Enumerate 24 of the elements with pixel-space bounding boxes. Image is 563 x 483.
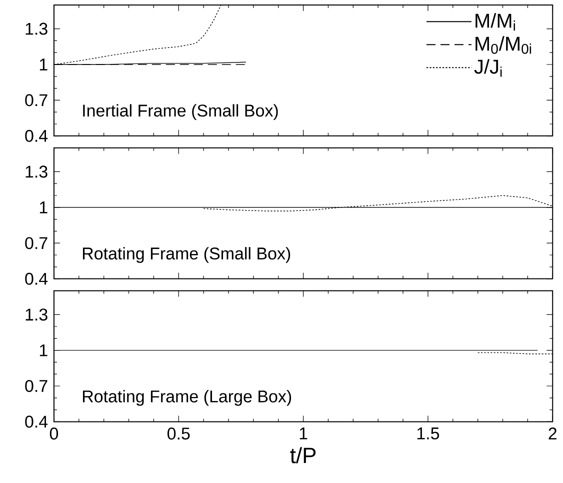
annotation: Rotating Frame (Large Box) [82,390,292,406]
y-tick-label: 1.3 [26,308,48,321]
annotation: Rotating Frame (Small Box) [82,247,290,264]
y-tick-label: 0.7 [25,94,48,106]
y-tick-label: 1.3 [26,166,48,178]
y-tick-label: 1 [40,344,48,356]
x-tick-label: 0.5 [167,428,190,440]
y-tick-label: 0.4 [25,416,48,428]
x-tick-label: 1.5 [417,428,440,440]
y-tick-label: 0.4 [25,130,48,142]
legend-label: J/J$_{i}$ [474,59,502,77]
x-axis-title: t/P [290,447,316,464]
legend-label: M$_{0}$/M$_{0i}$ [476,36,532,54]
y-tick-label: 1 [40,202,48,214]
y-tick-label: 1 [40,58,48,71]
y-tick-label: 0.7 [25,237,48,250]
y-tick-label: 0.4 [25,272,48,285]
x-tick-label: 2 [548,428,556,440]
annotation: Inertial Frame (Small Box) [83,104,278,120]
x-tick-label: 1 [300,428,308,440]
y-tick-label: 0.7 [25,380,48,392]
x-tick-label: 0 [50,428,58,440]
y-tick-label: 1.3 [26,22,48,35]
legend-label: M/M$_{i}$ [476,13,515,31]
